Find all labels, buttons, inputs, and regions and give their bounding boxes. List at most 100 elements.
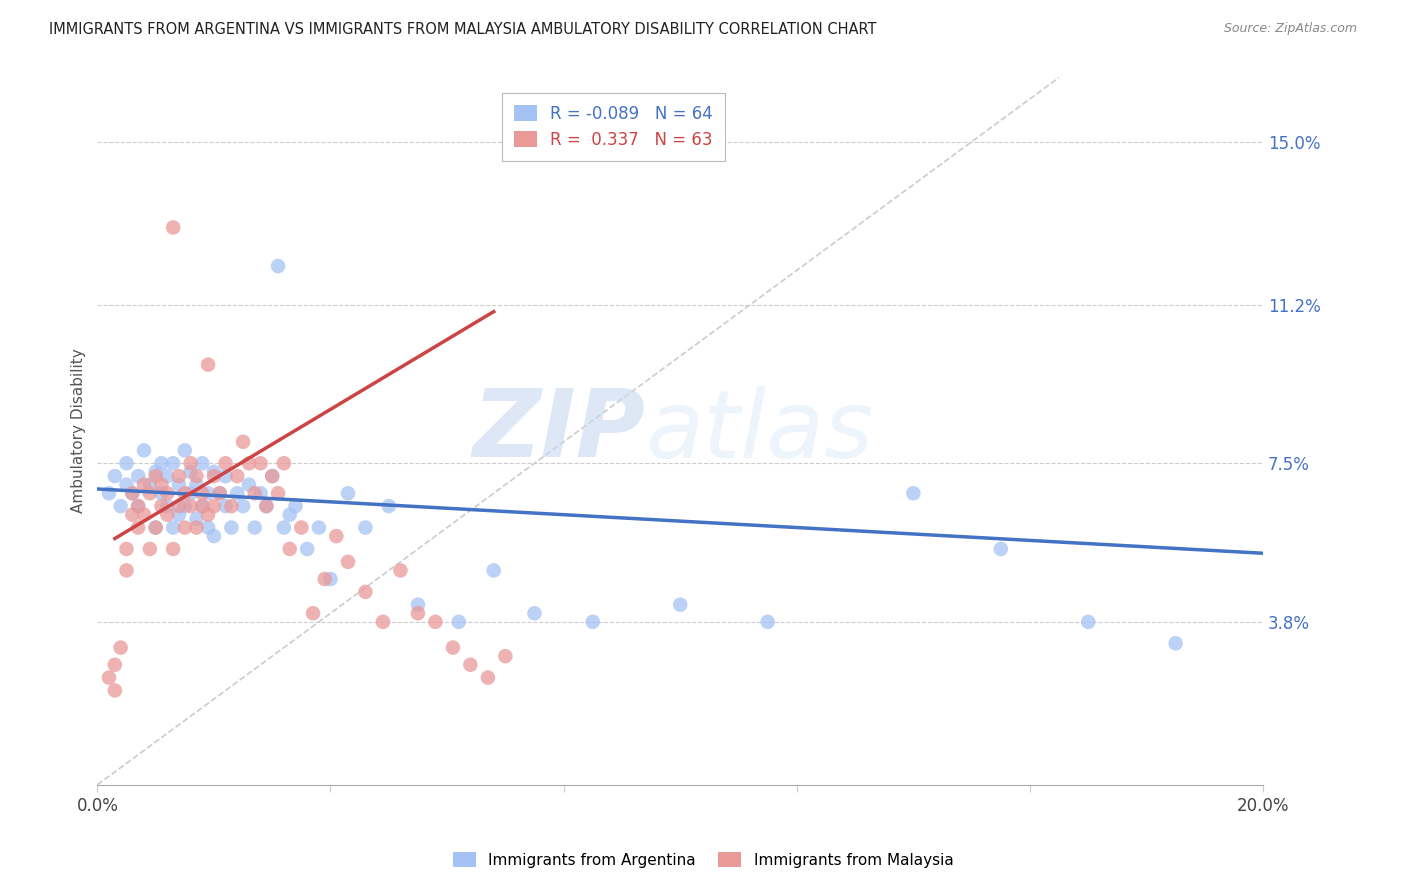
Point	[115, 541, 138, 556]
Point	[139, 486, 162, 500]
Point	[336, 555, 359, 569]
Point	[173, 520, 195, 534]
Point	[202, 499, 225, 513]
Point	[202, 465, 225, 479]
Point	[354, 585, 377, 599]
Point	[243, 486, 266, 500]
Point	[156, 469, 179, 483]
Point	[214, 456, 236, 470]
Point	[254, 499, 277, 513]
Point	[425, 615, 447, 629]
Point	[197, 520, 219, 534]
Point	[156, 508, 179, 522]
Point	[273, 520, 295, 534]
Legend: Immigrants from Argentina, Immigrants from Malaysia: Immigrants from Argentina, Immigrants fr…	[447, 846, 959, 873]
Point	[249, 486, 271, 500]
Point	[121, 486, 143, 500]
Point	[208, 486, 231, 500]
Point	[903, 486, 925, 500]
Point	[447, 615, 470, 629]
Point	[186, 512, 208, 526]
Point	[132, 477, 155, 491]
Point	[121, 486, 143, 500]
Text: Source: ZipAtlas.com: Source: ZipAtlas.com	[1223, 22, 1357, 36]
Point	[191, 456, 214, 470]
Point	[186, 469, 208, 483]
Point	[191, 499, 214, 513]
Point	[127, 499, 149, 513]
Point	[191, 486, 214, 500]
Point	[441, 640, 464, 655]
Point	[267, 486, 290, 500]
Point	[162, 456, 184, 470]
Point	[156, 499, 179, 513]
Point	[284, 499, 307, 513]
Point	[98, 671, 121, 685]
Point	[202, 529, 225, 543]
Point	[173, 499, 195, 513]
Point	[156, 486, 179, 500]
Point	[145, 465, 167, 479]
Point	[150, 486, 173, 500]
Point	[336, 486, 359, 500]
Point	[104, 683, 127, 698]
Point	[214, 469, 236, 483]
Point	[150, 477, 173, 491]
Point	[267, 259, 290, 273]
Point	[523, 607, 546, 621]
Point	[145, 469, 167, 483]
Text: atlas: atlas	[645, 385, 873, 476]
Point	[290, 520, 312, 534]
Point	[115, 563, 138, 577]
Point	[214, 499, 236, 513]
Point	[180, 465, 202, 479]
Point	[325, 529, 347, 543]
Point	[167, 469, 190, 483]
Point	[139, 541, 162, 556]
Point	[1077, 615, 1099, 629]
Point	[167, 477, 190, 491]
Point	[127, 499, 149, 513]
Point	[167, 499, 190, 513]
Text: ZIP: ZIP	[472, 385, 645, 477]
Point	[232, 499, 254, 513]
Point	[238, 477, 260, 491]
Point	[139, 477, 162, 491]
Point	[482, 563, 505, 577]
Point	[1164, 636, 1187, 650]
Point	[208, 486, 231, 500]
Point	[98, 486, 121, 500]
Point	[262, 469, 284, 483]
Point	[167, 508, 190, 522]
Point	[132, 508, 155, 522]
Legend: R = -0.089   N = 64, R =  0.337   N = 63: R = -0.089 N = 64, R = 0.337 N = 63	[502, 93, 724, 161]
Point	[254, 499, 277, 513]
Point	[226, 486, 249, 500]
Point	[150, 456, 173, 470]
Point	[197, 508, 219, 522]
Point	[378, 499, 401, 513]
Point	[104, 469, 127, 483]
Point	[243, 520, 266, 534]
Point	[191, 499, 214, 513]
Point	[354, 520, 377, 534]
Point	[127, 469, 149, 483]
Point	[121, 508, 143, 522]
Point	[104, 657, 127, 672]
Point	[262, 469, 284, 483]
Point	[127, 520, 149, 534]
Point	[145, 520, 167, 534]
Point	[232, 434, 254, 449]
Point	[202, 469, 225, 483]
Point	[186, 477, 208, 491]
Point	[756, 615, 779, 629]
Point	[295, 541, 318, 556]
Point	[186, 520, 208, 534]
Point	[162, 520, 184, 534]
Point	[319, 572, 342, 586]
Point	[110, 499, 132, 513]
Point	[406, 598, 429, 612]
Point	[150, 499, 173, 513]
Point	[226, 469, 249, 483]
Point	[278, 508, 301, 522]
